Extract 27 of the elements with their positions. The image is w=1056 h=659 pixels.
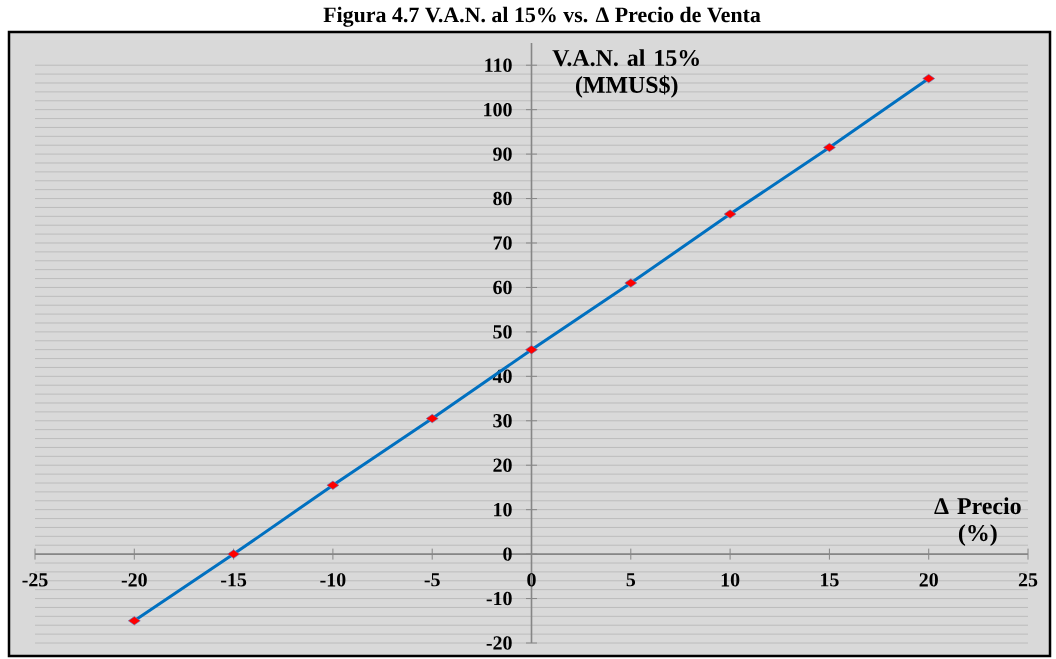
y-tick-label: 30 [493,414,512,428]
x-tick-label: 0 [527,573,536,587]
x-tick-label: 10 [721,573,740,587]
x-tick-label: 20 [919,573,938,587]
y-tick-label: 70 [493,236,512,250]
x-axis-title: Δ Precio (%) [934,497,1021,546]
y-tick-label: 20 [493,458,512,472]
y-tick-label: -20 [486,636,512,650]
y-tick-label: 10 [494,502,512,517]
y-axis-title: V.A.N. al 15% (MMUS$) [552,49,699,98]
y-tick-label: -10 [486,591,512,606]
y-tick-label: 60 [493,280,512,295]
x-tick-label: -25 [22,573,48,587]
x-tick-label: -15 [221,573,247,587]
chart-title: Figura 4.7 V.A.N. al 15% vs. Δ Precio de Venta [323,6,761,27]
x-tick-label: 25 [1018,573,1038,587]
x-tick-label: -20 [121,573,147,587]
y-tick-label: 90 [493,147,512,161]
y-tick-label: 110 [485,58,512,72]
y-tick-label: 50 [493,325,512,339]
x-tick-label: -5 [424,573,440,587]
x-tick-label: 5 [626,573,636,587]
y-tick-label: 80 [493,191,512,206]
x-tick-label: -10 [320,573,346,587]
y-tick-label: 0 [503,547,512,561]
y-tick-label: 100 [484,102,512,117]
x-tick-label: 15 [821,573,839,587]
